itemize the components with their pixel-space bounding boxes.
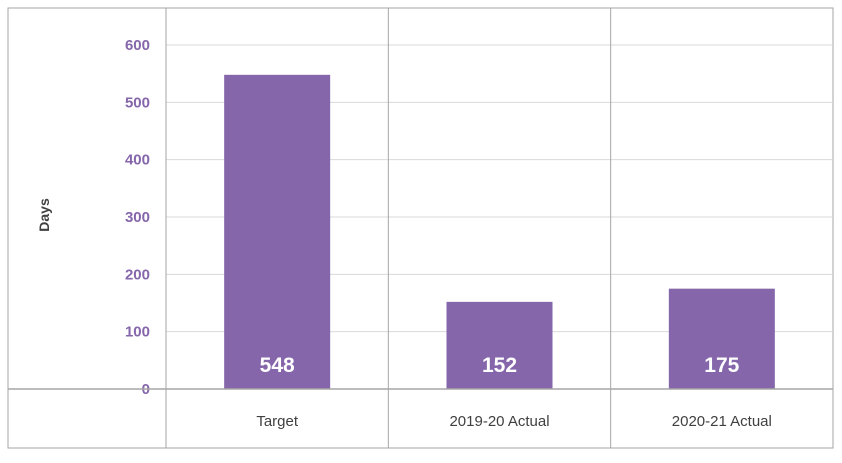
y-axis-label: Days	[36, 198, 52, 232]
y-tick-label: 300	[125, 209, 150, 226]
category-separators	[165, 8, 612, 448]
y-tick-label: 100	[125, 324, 150, 341]
y-tick-label: 400	[125, 152, 150, 169]
data-label: 152	[482, 354, 517, 377]
x-tick-label: Target	[256, 413, 299, 430]
y-tick-label: 600	[125, 37, 150, 54]
data-label: 175	[704, 354, 739, 377]
bar-2020-21-actual	[668, 288, 775, 389]
y-tick-label: 200	[125, 266, 150, 283]
x-tick-label: 2020-21 Actual	[672, 413, 772, 430]
data-label: 548	[260, 354, 295, 377]
chart-frame	[7, 7, 834, 449]
bars: 548 152 175	[224, 74, 775, 390]
x-tick-labels: Target 2019-20 Actual 2020-21 Actual	[256, 413, 772, 430]
x-tick-label: 2019-20 Actual	[449, 413, 549, 430]
y-tick-label: 500	[125, 94, 150, 111]
bar-target	[224, 74, 331, 390]
y-tick-labels: 0100200300400500600	[125, 37, 150, 398]
bar-2019-20-actual	[446, 301, 553, 389]
